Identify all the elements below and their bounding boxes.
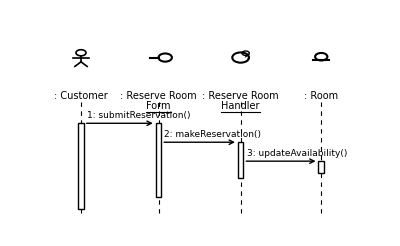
Bar: [318, 161, 324, 172]
Bar: [156, 123, 161, 197]
Text: Handler: Handler: [222, 102, 260, 111]
Text: Form: Form: [146, 102, 171, 111]
Text: 3: updateAvailability(): 3: updateAvailability(): [246, 149, 347, 158]
Text: : Reserve Room: : Reserve Room: [120, 91, 197, 101]
Bar: [238, 142, 244, 178]
Text: : Customer: : Customer: [54, 91, 108, 101]
Text: 1: submitReservation(): 1: submitReservation(): [87, 111, 190, 120]
Text: : Reserve Room: : Reserve Room: [202, 91, 279, 101]
Bar: [78, 123, 84, 210]
Text: : Room: : Room: [304, 91, 338, 101]
Text: 2: makeReservation(): 2: makeReservation(): [164, 130, 261, 139]
